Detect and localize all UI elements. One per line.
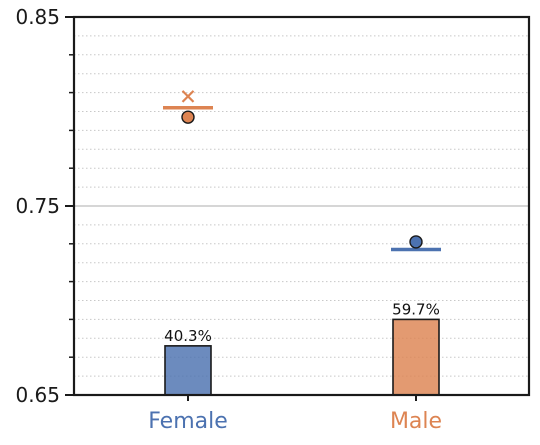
- axes: 0.65 0.75 0.85 Female Male: [15, 5, 531, 434]
- bar-value-label: 40.3%: [164, 327, 212, 345]
- x-tick-label: Female: [148, 409, 228, 434]
- bar: [392, 318, 440, 396]
- y-tick-label: 0.85: [15, 5, 60, 29]
- x-marker-stroke: [181, 90, 195, 103]
- bar-value-label: 59.7%: [392, 300, 440, 318]
- x-tick-label: Male: [390, 409, 442, 434]
- chart-marks: 40.3% 59.7%: [163, 90, 441, 396]
- y-tick-label: 0.75: [15, 194, 60, 218]
- bar: [164, 345, 212, 396]
- circle-marker: [409, 235, 423, 249]
- x-marker: [181, 90, 195, 103]
- y-tick-label: 0.65: [15, 383, 60, 407]
- circle-marker: [181, 110, 195, 124]
- grid-lines: [74, 35, 529, 377]
